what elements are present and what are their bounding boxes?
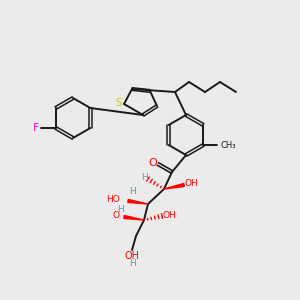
Polygon shape — [164, 184, 184, 189]
Text: OH: OH — [124, 251, 140, 261]
Text: H: H — [141, 172, 147, 182]
Text: OH: OH — [184, 179, 198, 188]
Text: S: S — [116, 98, 122, 108]
Text: O: O — [112, 212, 119, 220]
Polygon shape — [128, 200, 148, 204]
Text: OH: OH — [162, 211, 176, 220]
Text: HO: HO — [106, 196, 120, 205]
Polygon shape — [124, 215, 144, 220]
Text: H: H — [129, 188, 135, 196]
Text: F: F — [32, 123, 39, 133]
Text: O: O — [148, 158, 158, 168]
Text: H: H — [118, 205, 124, 214]
Text: CH₃: CH₃ — [220, 140, 236, 149]
Text: H: H — [130, 259, 136, 268]
